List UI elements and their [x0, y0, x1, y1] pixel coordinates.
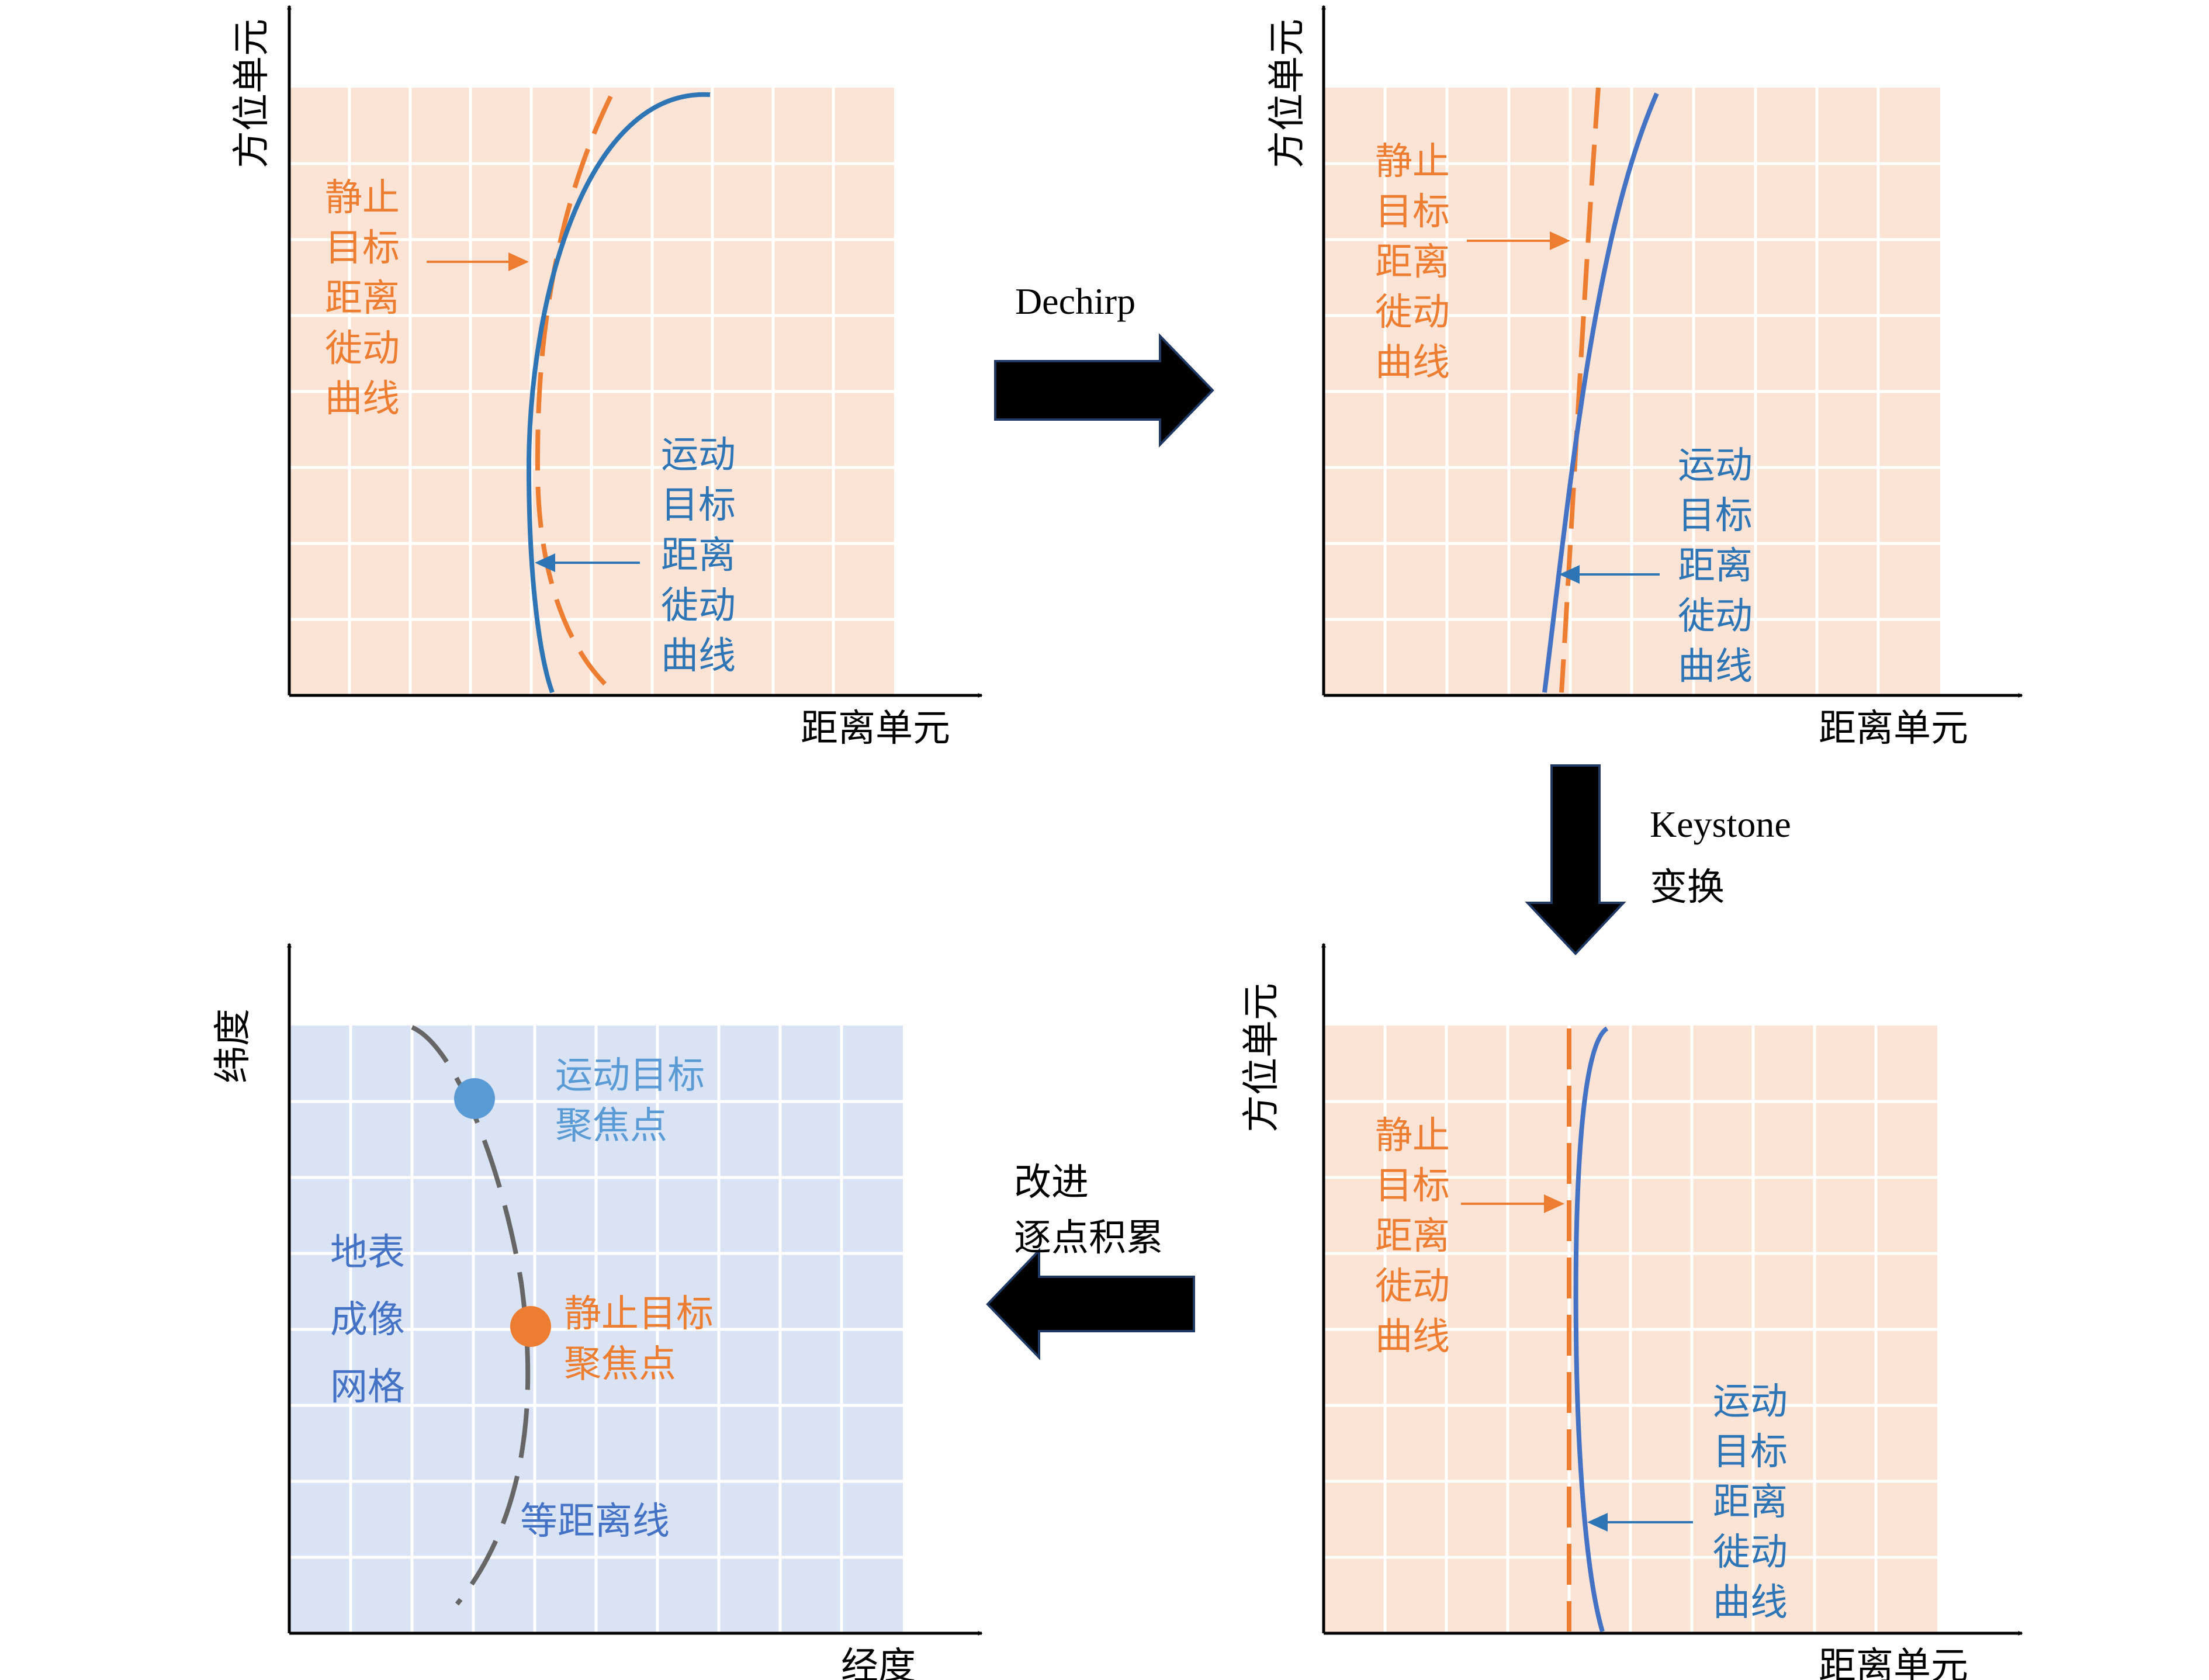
svg-text:徙动: 徙动: [1678, 595, 1753, 638]
svg-text:距离: 距离: [1375, 241, 1450, 284]
panel-1-grid: [289, 88, 894, 695]
svg-text:运动: 运动: [661, 434, 736, 477]
svg-text:目标: 目标: [1678, 494, 1753, 538]
panel-1-moving-label: 运动 目标 距离 徙动 曲线: [661, 434, 736, 678]
svg-text:徙动: 徙动: [1713, 1531, 1788, 1574]
svg-text:曲线: 曲线: [661, 635, 736, 678]
svg-text:距离: 距离: [325, 277, 400, 320]
keystone-arrow: [1525, 764, 1626, 955]
panel-4-moving-focus-point: [454, 1078, 495, 1119]
svg-text:目标: 目标: [661, 484, 736, 527]
panel-2-moving-curve: [1542, 92, 1659, 693]
keystone-step: Keystone 变换: [1525, 764, 1791, 955]
panel-4-geo-imaging: 纬度 经度 运动目标 聚焦点 静止目标 聚焦点 地表 成像 网格 等距离线: [212, 943, 983, 1680]
panel-2-x-axis-label: 距离单元: [1819, 707, 1968, 750]
svg-text:静止: 静止: [1375, 140, 1450, 183]
svg-text:静止目标: 静止目标: [564, 1293, 714, 1336]
panel-2-dechirp-result: 方位单元 距离单元 静止 目标 距离 徙动 曲线 运动 目标 距离 徙动 曲线: [1266, 5, 2023, 750]
dechirp-label: Dechirp: [1015, 280, 1135, 322]
panel-3-x-axis-label: 距离单元: [1819, 1645, 1968, 1680]
panel-1-raw-echo: 方位单元 距离单元 静止 目标 距离 徙动 曲线 运动 目标 距离 徙动 曲线: [230, 5, 983, 750]
panel-3-moving-label: 运动 目标 距离 徙动 曲线: [1713, 1380, 1788, 1624]
keystone-label: Keystone: [1650, 803, 1791, 845]
svg-text:距离: 距离: [1375, 1215, 1450, 1258]
panel-1-moving-curve: [526, 92, 711, 694]
svg-text:成像: 成像: [330, 1298, 405, 1342]
svg-text:运动目标: 运动目标: [555, 1054, 705, 1097]
panel-4-y-axis-label: 纬度: [212, 1009, 255, 1083]
svg-text:曲线: 曲线: [1375, 1315, 1450, 1359]
accumulation-label-line-2: 逐点积累: [1014, 1217, 1164, 1260]
panel-3-stationary-label: 静止 目标 距离 徙动 曲线: [1375, 1114, 1450, 1359]
svg-text:距离: 距离: [1678, 545, 1753, 588]
svg-text:曲线: 曲线: [325, 377, 400, 421]
panel-3-keystone-result: 方位单元 距离单元 静止 目标 距离 徙动 曲线 运动 目标 距离 徙动 曲线: [1240, 943, 2023, 1680]
panel-4-iso-range-curve: [411, 1025, 531, 1606]
dechirp-arrow: [994, 333, 1214, 448]
panel-2-moving-label: 运动 目标 距离 徙动 曲线: [1678, 444, 1753, 688]
panel-4-grid-label: 地表 成像 网格: [330, 1231, 405, 1409]
svg-text:网格: 网格: [330, 1366, 405, 1409]
svg-text:聚焦点: 聚焦点: [564, 1343, 676, 1386]
accumulation-label-line-1: 改进: [1014, 1161, 1089, 1204]
panel-2-stationary-curve: [1559, 87, 1601, 693]
panel-2-moving-pointer-head: [1559, 565, 1580, 584]
svg-text:静止: 静止: [325, 176, 400, 220]
svg-text:距离: 距离: [661, 534, 736, 577]
svg-text:目标: 目标: [325, 227, 400, 270]
panel-4-x-axis-label: 经度: [841, 1645, 916, 1680]
panel-2-grid: [1324, 88, 1940, 695]
panel-4-stationary-focus-point: [510, 1306, 551, 1347]
svg-text:地表: 地表: [330, 1231, 405, 1274]
svg-text:曲线: 曲线: [1375, 341, 1450, 385]
svg-text:徙动: 徙动: [1375, 1265, 1450, 1308]
panel-3-moving-pointer-head: [1587, 1513, 1608, 1532]
panel-2-y-axis-label: 方位单元: [1266, 19, 1309, 168]
panel-3-stationary-pointer-head: [1544, 1194, 1564, 1213]
panel-1-stationary-curve: [535, 95, 613, 691]
panel-4-stationary-focus-label: 静止目标 聚焦点: [564, 1293, 714, 1386]
svg-text:曲线: 曲线: [1678, 645, 1753, 688]
svg-text:静止: 静止: [1375, 1114, 1450, 1158]
svg-text:目标: 目标: [1375, 1165, 1450, 1208]
svg-text:曲线: 曲线: [1713, 1581, 1788, 1624]
svg-text:目标: 目标: [1713, 1430, 1788, 1474]
panel-1-stationary-pointer-head: [508, 252, 529, 271]
panel-4-moving-focus-label: 运动目标 聚焦点: [555, 1054, 705, 1148]
svg-text:运动: 运动: [1678, 444, 1753, 487]
dechirp-step: Dechirp: [994, 280, 1214, 448]
accumulation-arrow: [986, 1248, 1195, 1360]
accumulation-step: 改进 逐点积累: [986, 1161, 1195, 1360]
panel-2-stationary-pointer-head: [1550, 231, 1570, 250]
panel-4-grid: [289, 1026, 903, 1633]
panel-3-y-axis-label: 方位单元: [1240, 983, 1283, 1132]
svg-text:徙动: 徙动: [1375, 291, 1450, 334]
panel-1-moving-pointer-head: [535, 553, 555, 572]
svg-text:目标: 目标: [1375, 190, 1450, 234]
panel-2-stationary-label: 静止 目标 距离 徙动 曲线: [1375, 140, 1450, 385]
panel-1-x-axis-label: 距离单元: [801, 707, 950, 750]
svg-text:徙动: 徙动: [325, 327, 400, 370]
svg-text:徙动: 徙动: [661, 584, 736, 628]
panel-1-stationary-label: 静止 目标 距离 徙动 曲线: [325, 176, 400, 421]
svg-text:距离: 距离: [1713, 1481, 1788, 1524]
keystone-transform-label: 变换: [1650, 866, 1725, 909]
svg-text:聚焦点: 聚焦点: [555, 1104, 667, 1148]
svg-text:运动: 运动: [1713, 1380, 1788, 1423]
panel-3-moving-curve: [1573, 1026, 1609, 1633]
panel-4-iso-range-label: 等距离线: [520, 1500, 670, 1543]
panel-1-y-axis-label: 方位单元: [230, 19, 273, 168]
